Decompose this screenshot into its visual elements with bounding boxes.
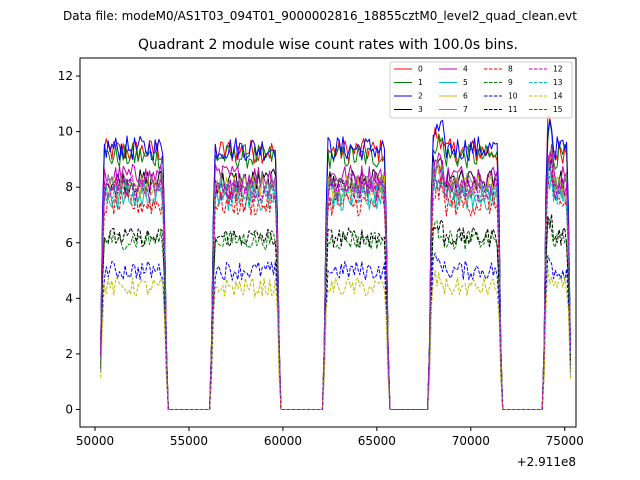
figure-suptitle: Data file: modeM0/AS1T03_094T01_90000028… [63,9,577,23]
y-axis: 0 2 4 6 8 10 12 [58,69,80,416]
legend-label-10: 10 [508,92,518,101]
series-line-10 [100,252,571,410]
legend-label-15: 15 [553,105,563,114]
legend-label-1: 1 [418,78,423,87]
y-tick-label: 4 [65,291,73,305]
legend-label-5: 5 [463,78,468,87]
series-line-14 [100,267,571,410]
x-tick-label: 55000 [170,434,208,448]
x-tick-label: 65000 [358,434,396,448]
legend-label-9: 9 [508,78,513,87]
y-tick-label: 2 [65,347,73,361]
legend-label-0: 0 [418,65,423,74]
x-offset-text: +2.911e8 [517,455,576,469]
legend-label-11: 11 [508,105,518,114]
y-tick-label: 10 [58,125,73,139]
y-tick-label: 8 [65,180,73,194]
x-tick-label: 70000 [452,434,490,448]
legend-frame [389,61,573,119]
legend-label-8: 8 [508,65,513,74]
series-line-15 [100,154,571,410]
x-tick-label: 75000 [546,434,584,448]
y-tick-label: 6 [65,236,73,250]
x-tick-label: 50000 [76,434,114,448]
legend-label-2: 2 [418,92,423,101]
series-layer [100,115,571,410]
series-line-8 [100,171,571,410]
legend-label-4: 4 [463,65,468,74]
legend-label-7: 7 [463,105,468,114]
y-tick-label: 12 [58,69,73,83]
legend-label-6: 6 [463,92,468,101]
y-tick-label: 0 [65,402,73,416]
legend-label-14: 14 [553,92,563,101]
legend-label-13: 13 [553,78,563,87]
chart-title: Quadrant 2 module wise count rates with … [138,37,518,53]
legend-label-3: 3 [418,105,423,114]
x-axis: 50000 55000 60000 65000 70000 75000 [76,427,584,448]
legend-label-12: 12 [553,65,563,74]
x-tick-label: 60000 [264,434,302,448]
